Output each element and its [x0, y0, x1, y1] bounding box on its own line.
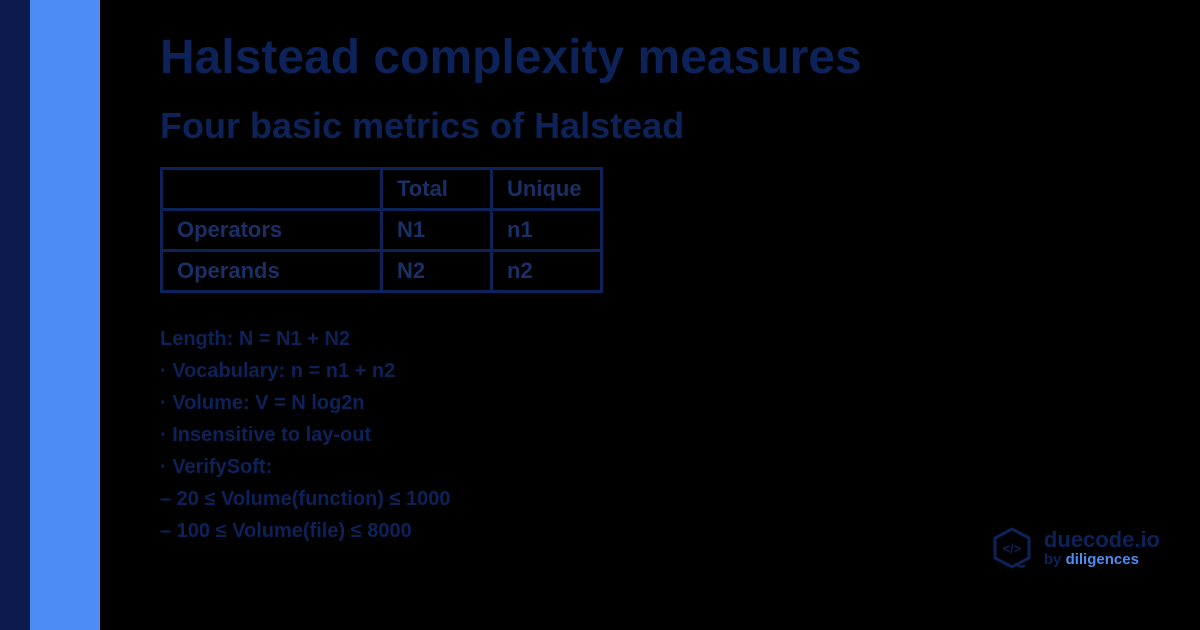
table-row: Operands N2 n2 [162, 251, 602, 292]
table-row: Operators N1 n1 [162, 210, 602, 251]
page-title: Halstead complexity measures [160, 30, 1160, 85]
brand-tagline: by diligences [1044, 552, 1160, 569]
svg-text:</>: </> [1002, 541, 1021, 556]
formulas-list: Length: N = N1 + N2 · Vocabulary: n = n1… [160, 323, 1160, 547]
formula-line: – 20 ≤ Volume(function) ≤ 1000 [160, 483, 1160, 515]
brand-by: by [1044, 551, 1066, 568]
page-subtitle: Four basic metrics of Halstead [160, 105, 1160, 147]
formula-line: Length: N = N1 + N2 [160, 323, 1160, 355]
left-accent-bar-dark [0, 0, 30, 630]
brand-company: diligences [1066, 551, 1139, 568]
formula-line: · Insensitive to lay-out [160, 419, 1160, 451]
content-area: Halstead complexity measures Four basic … [160, 30, 1160, 547]
formula-line: · VerifySoft: [160, 451, 1160, 483]
table-cell: n1 [492, 210, 602, 251]
formula-line: · Vocabulary: n = n1 + n2 [160, 355, 1160, 387]
table-header-cell: Total [382, 169, 492, 210]
brand-name: duecode.io [1044, 528, 1160, 552]
duecode-hex-icon: </> [990, 526, 1034, 570]
table-header-row: Total Unique [162, 169, 602, 210]
table-cell: N1 [382, 210, 492, 251]
table-cell: N2 [382, 251, 492, 292]
left-accent-bar-blue [30, 0, 100, 630]
table-header-cell: Unique [492, 169, 602, 210]
table-cell: Operands [162, 251, 382, 292]
table-cell: n2 [492, 251, 602, 292]
metrics-table: Total Unique Operators N1 n1 Operands N2… [160, 167, 603, 293]
brand-logo: </> duecode.io by diligences [990, 526, 1160, 570]
table-header-cell [162, 169, 382, 210]
formula-line: · Volume: V = N log2n [160, 387, 1160, 419]
brand-text: duecode.io by diligences [1044, 528, 1160, 569]
table-cell: Operators [162, 210, 382, 251]
